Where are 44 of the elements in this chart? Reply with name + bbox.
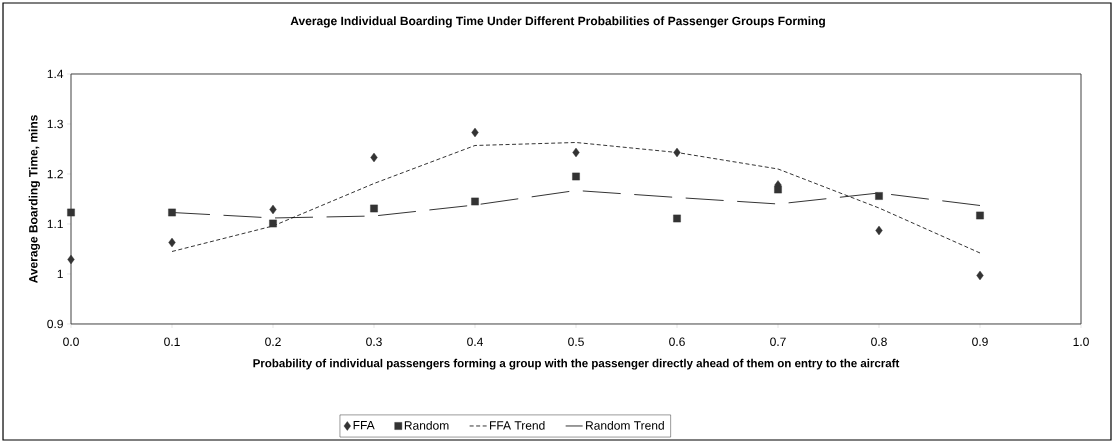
point — [976, 270, 984, 281]
point — [471, 197, 479, 206]
x-tick-label: 0.3 — [366, 337, 382, 347]
x-axis-title: Probability of individual passengers forming a group with the passenger directly ahead of them on entry to the aircraft — [253, 358, 900, 370]
chart-title: Average Individual Boarding Time Under Different Probabilities of Passenger Groups Forming — [290, 16, 825, 28]
line-series — [171, 142, 981, 254]
y-tick-label: 1.4 — [47, 69, 64, 79]
x-tick-label: 0.7 — [770, 337, 786, 347]
point — [370, 204, 378, 213]
x-tick-label: 0.8 — [871, 337, 887, 347]
point — [370, 152, 378, 163]
legend-label: Random Trend — [586, 420, 664, 430]
point — [471, 127, 479, 138]
y-tick-label: 0.9 — [47, 319, 63, 329]
x-tick-label: 0.9 — [972, 337, 988, 347]
point — [875, 225, 883, 236]
point — [875, 192, 883, 200]
point — [673, 147, 681, 158]
point — [673, 214, 681, 223]
y-tick-label: 1.2 — [47, 169, 63, 179]
point — [67, 208, 75, 217]
y-tick-label: 1.1 — [47, 219, 63, 229]
y-tick-label: 1.3 — [47, 119, 63, 129]
point — [269, 204, 277, 215]
x-tick-label: 0.1 — [164, 337, 180, 347]
point — [269, 219, 277, 228]
x-tick-label: 1.0 — [1073, 337, 1089, 347]
x-tick-label: 0.4 — [467, 337, 483, 347]
legend-label: Random — [404, 420, 449, 430]
point — [976, 211, 984, 220]
x-tick-label: 0.2 — [265, 337, 281, 347]
legend-label: FFA Trend — [490, 420, 545, 430]
y-axis-title: Average Boarding Time, mins — [28, 115, 40, 284]
x-tick-label: 0.0 — [63, 337, 79, 347]
point — [67, 254, 75, 265]
point — [572, 172, 580, 181]
x-tick-label: 0.5 — [568, 337, 584, 347]
x-tick-label: 0.6 — [669, 337, 685, 347]
point — [774, 185, 782, 194]
legend-label: FFA — [353, 421, 375, 430]
point — [168, 237, 176, 248]
y-tick-label: 1 — [57, 269, 63, 279]
point — [168, 208, 176, 217]
point — [572, 147, 580, 158]
